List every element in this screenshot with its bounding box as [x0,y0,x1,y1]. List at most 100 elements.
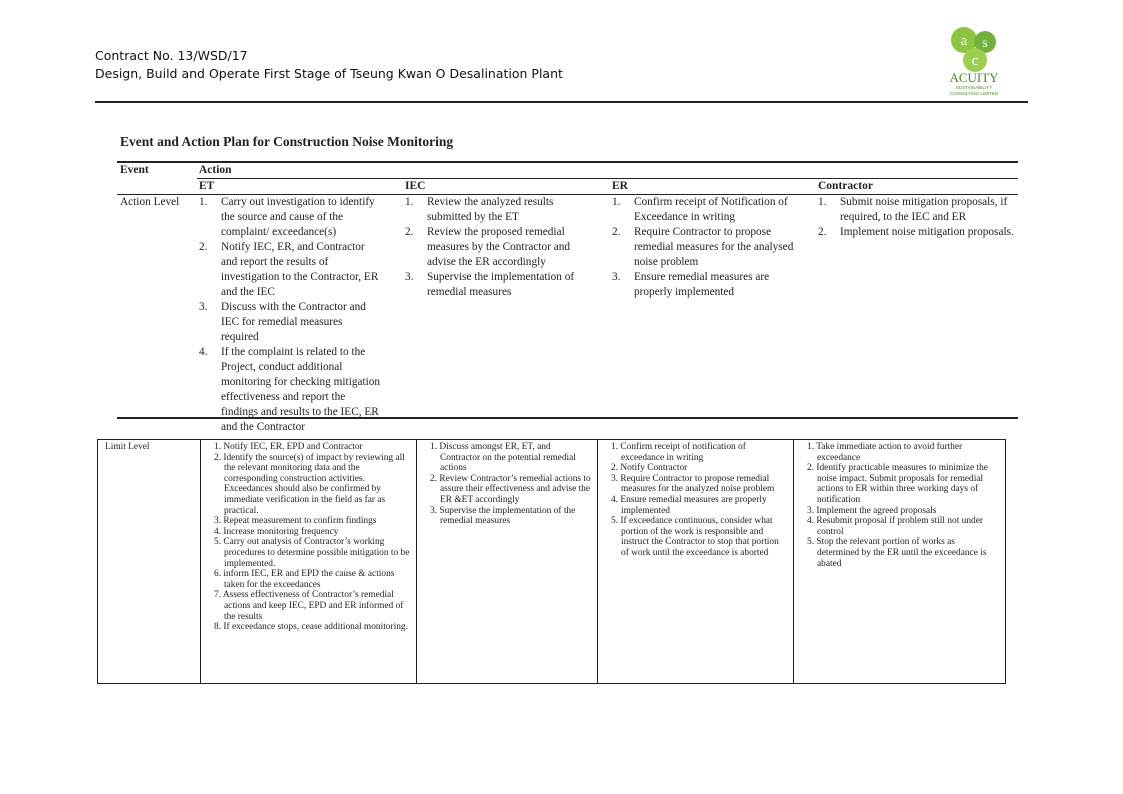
table-rule [97,683,1005,684]
list-item: 7. Assess effectiveness of Contractor’s … [208,590,410,622]
cell: 1. Confirm receipt of notification of ex… [605,442,787,559]
logo-tagline: CONSULTING LIMITED [950,91,999,96]
item-number: 3. [612,271,621,283]
list-item: 2. Notify IEC, ER, and Contractor and rep… [199,240,381,300]
list-item: 1. Carry out investigation to identify th… [199,195,381,240]
item-text: Review the proposed remedial measures by… [427,226,571,268]
item-text: Implement the agreed proposals [814,505,937,516]
item-number: 3. [405,271,414,283]
item-number: 5. [611,516,619,527]
section-title: Event and Action Plan for Construction N… [120,134,454,149]
item-number: 2. [214,452,222,463]
item-text: Resubmit proposal if problem still not u… [814,516,984,537]
list-item: 6. inform IEC, ER and EPD the cause & ac… [208,569,410,590]
item-number: 4. [199,346,208,358]
cell: 1. Review the analyzed results submitted … [405,195,587,300]
item-text: Supervise the implementation of the reme… [437,505,576,527]
column-rule [416,439,417,684]
item-number: 1. [612,196,621,208]
item-number: 1. [214,442,222,452]
list-item: 3. Supervise the implementation of the r… [424,506,591,527]
list-item: 4. Increase monitoring frequency [208,527,410,538]
list-item: 5. Carry out analysis of Contractor’s wo… [208,537,410,569]
item-number: 7. [214,590,222,601]
item-text: Notify IEC, ER, EPD and Contractor [221,442,363,452]
list-item: 2. Identify the source(s) of impact by r… [208,453,410,517]
item-text: Implement noise mitigation proposals. [840,226,1014,238]
item-number: 2. [818,226,827,238]
item-text: Carry out analysis of Contractor’s worki… [221,537,410,569]
list-item: 3. Repeat measurement to confirm finding… [208,516,410,527]
table-rule [117,417,1018,419]
item-number: 6. [214,569,222,580]
logo-name: ACUITY [949,70,999,85]
item-number: 5. [214,537,222,548]
item-number: 1. [199,196,208,208]
item-number: 2. [405,226,414,238]
item-number: 5. [807,537,815,548]
list-item: 3. Supervise the implementation of remedi… [405,270,587,300]
item-number: 2. [612,226,621,238]
list-item: 2. Identify practicable measures to mini… [801,463,999,505]
list-item: 1. Confirm receipt of notification of ex… [605,442,787,463]
item-text: Review the analyzed results submitted by… [427,196,554,223]
header-rule [95,101,1028,103]
item-text: Carry out investigation to identify the … [221,196,375,238]
item-text: If exceedance stops, cease additional mo… [221,622,408,633]
item-text: Assess effectiveness of Contractor’s rem… [221,590,404,622]
item-number: 1. [611,442,619,452]
list-item: 3. Discuss with the Contractor and IEC fo… [199,300,381,345]
item-number: 2. [807,463,815,474]
list-item: 4. If the complaint is related to the Pro… [199,345,381,435]
list-item: 2. Notify Contractor [605,463,787,474]
logo-letter: a [961,33,968,49]
column-rule [1005,439,1006,684]
column-header: ER [612,180,628,192]
table-rule [97,439,1005,440]
list-item: 2. Review the proposed remedial measures … [405,225,587,270]
list-item: 2. Implement noise mitigation proposals. [818,225,1014,240]
item-number: 2. [199,241,208,253]
item-number: 3. [199,301,208,313]
list-item: 1. Confirm receipt of Notification of Exc… [612,195,794,225]
item-number: 4. [807,516,815,527]
logo: a s c ACUITY SUSTAINABILITY CONSULTING L… [949,27,999,96]
item-text: Ensure remedial measures are properly im… [634,271,770,298]
column-header: ET [199,180,215,192]
header-cell: Action [199,164,232,176]
item-number: 1. [430,442,438,452]
list-item: 4. Resubmit proposal if problem still no… [801,516,999,537]
item-text: Ensure remedial measures are properly im… [618,494,767,516]
cell: 1. Carry out investigation to identify th… [199,195,381,435]
table-rule [197,178,1018,179]
item-number: 1. [807,442,815,452]
list-item: 2. Require Contractor to propose remedial… [612,225,794,270]
item-text: Require Contractor to propose remedial m… [634,226,794,268]
cell: 1. Discuss amongst ER, ET, and Contracto… [424,442,591,527]
item-text: Require Contractor to propose remedial m… [618,473,775,495]
item-text: Identify practicable measures to minimiz… [814,463,988,505]
list-item: 3. Implement the agreed proposals [801,506,999,517]
column-header: IEC [405,180,426,192]
item-text: inform IEC, ER and EPD the cause & actio… [221,569,395,590]
item-number: 4. [611,494,619,505]
item-text: Notify Contractor [618,463,688,474]
cell: 1. Submit noise mitigation proposals, if … [818,195,1014,240]
column-rule [793,439,794,684]
item-text: Supervise the implementation of remedial… [427,271,575,298]
logo-tagline: SUSTAINABILITY [956,85,992,90]
item-text: Repeat measurement to confirm findings [221,516,377,527]
logo-letter: c [972,53,979,69]
row-label: Limit Level [105,442,150,452]
project-name: Design, Build and Operate First Stage of… [95,66,563,81]
item-text: Take immediate action to avoid further e… [814,442,963,463]
list-item: 3. Ensure remedial measures are properly … [612,270,794,300]
list-item: 5. If exceedance continuous, consider wh… [605,516,787,558]
item-text: Review Contractor’s remedial actions to … [437,473,591,505]
item-number: 2. [430,473,438,484]
item-text: Notify IEC, ER, and Contractor and repor… [221,241,379,298]
table-rule [117,161,1018,163]
list-item: 1. Notify IEC, ER, EPD and Contractor [208,442,410,453]
list-item: 2. Review Contractor’s remedial actions … [424,474,591,506]
